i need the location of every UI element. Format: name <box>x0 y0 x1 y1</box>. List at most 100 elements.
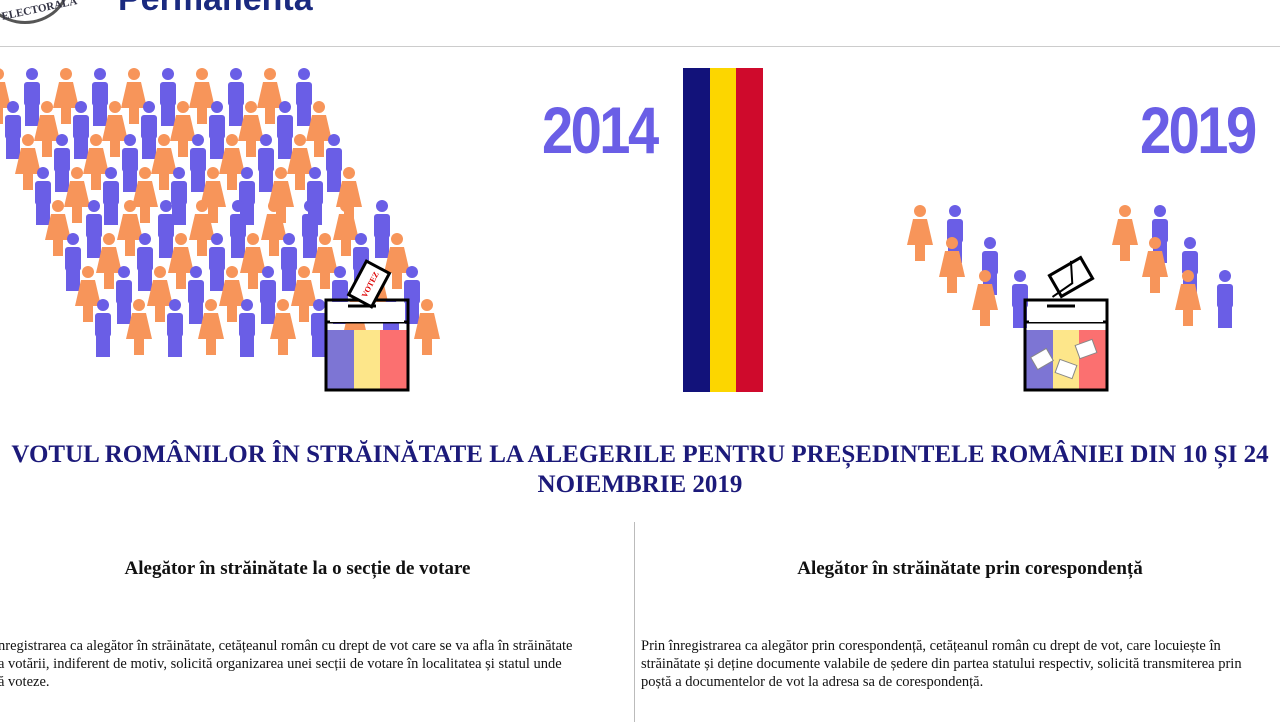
female-figure-icon <box>238 101 264 157</box>
female-figure-icon <box>972 270 998 326</box>
female-figure-icon <box>168 233 194 289</box>
male-figure-icon <box>137 233 153 291</box>
female-figure-icon <box>151 134 177 190</box>
male-figure-icon <box>209 101 225 159</box>
male-figure-icon <box>171 167 187 225</box>
male-figure-icon <box>5 101 21 159</box>
female-figure-icon <box>45 200 71 256</box>
male-figure-icon <box>160 68 176 126</box>
ballot-box-icon: VOTEZ <box>324 259 410 392</box>
male-figure-icon <box>158 200 174 258</box>
male-figure-icon <box>188 266 204 324</box>
text-line: a votării, indiferent de motiv, solicită… <box>0 656 562 672</box>
text-line: nregistrarea ca alegător în străinătate,… <box>0 638 573 654</box>
column-heading-mail-vote: Alegător în străinătate prin coresponden… <box>797 558 1143 579</box>
female-figure-icon <box>1112 205 1138 261</box>
female-figure-icon <box>117 200 143 256</box>
column-divider <box>634 522 635 722</box>
female-figure-icon <box>75 266 101 322</box>
male-figure-icon <box>277 101 293 159</box>
female-figure-icon <box>291 266 317 322</box>
female-figure-icon <box>219 134 245 190</box>
brand-name[interactable]: Permanentă <box>118 0 313 19</box>
year-2014: 2014 <box>542 93 659 167</box>
column-heading-polling-station: Alegător în străinătate la o secție de v… <box>124 558 471 579</box>
year-2019: 2019 <box>1140 93 1257 167</box>
female-figure-icon <box>53 68 79 124</box>
male-figure-icon <box>326 134 342 192</box>
female-figure-icon <box>170 101 196 157</box>
female-figure-icon <box>939 237 965 293</box>
female-figure-icon <box>121 68 147 124</box>
male-figure-icon <box>302 200 318 258</box>
male-figure-icon <box>65 233 81 291</box>
text-line: Prin înregistrarea ca alegător prin core… <box>641 638 1221 654</box>
seal-text: ELECTORALĂ <box>0 0 79 23</box>
female-figure-icon <box>126 299 152 355</box>
male-figure-icon <box>258 134 274 192</box>
male-figure-icon <box>122 134 138 192</box>
column-text-polling-station: nregistrarea ca alegător în străinătate,… <box>0 637 572 691</box>
logo-seal[interactable]: ELECTORALĂ <box>0 0 78 24</box>
female-figure-icon <box>1142 237 1168 293</box>
male-figure-icon <box>167 299 183 357</box>
male-figure-icon <box>116 266 132 324</box>
ballot-box-icon <box>1023 255 1109 392</box>
site-header: ELECTORALĂ Permanentă <box>0 0 1280 47</box>
male-figure-icon <box>190 134 206 192</box>
female-figure-icon <box>189 68 215 124</box>
male-figure-icon <box>141 101 157 159</box>
female-figure-icon <box>261 200 287 256</box>
female-figure-icon <box>147 266 173 322</box>
male-figure-icon <box>95 299 111 357</box>
female-figure-icon <box>268 167 294 223</box>
male-figure-icon <box>103 167 119 225</box>
male-figure-icon <box>35 167 51 225</box>
page-title: VOTUL ROMÂNILOR ÎN STRĂINĂTATE LA ALEGER… <box>11 441 1269 498</box>
male-figure-icon <box>404 266 420 324</box>
column-text-mail-vote: Prin înregistrarea ca alegător prin core… <box>641 637 1242 691</box>
text-line: poștă a documentelor de vot la adresa sa… <box>641 674 984 690</box>
female-figure-icon <box>287 134 313 190</box>
female-figure-icon <box>257 68 283 124</box>
banner-illustration: VOTEZ <box>0 68 1233 392</box>
female-figure-icon <box>34 101 60 157</box>
female-figure-icon <box>200 167 226 223</box>
male-figure-icon <box>92 68 108 126</box>
male-figure-icon <box>311 299 327 357</box>
text-line: străinătate și deține documente valabile… <box>641 656 1242 672</box>
female-figure-icon <box>312 233 338 289</box>
female-figure-icon <box>198 299 224 355</box>
female-figure-icon <box>306 101 332 157</box>
male-figure-icon <box>230 200 246 258</box>
male-figure-icon <box>73 101 89 159</box>
female-figure-icon <box>384 233 410 289</box>
female-figure-icon <box>414 299 440 355</box>
female-figure-icon <box>64 167 90 223</box>
female-figure-icon <box>189 200 215 256</box>
female-figure-icon <box>102 101 128 157</box>
male-figure-icon <box>296 68 312 126</box>
male-figure-icon <box>281 233 297 291</box>
romanian-flag <box>683 68 763 392</box>
male-figure-icon <box>54 134 70 192</box>
female-figure-icon <box>219 266 245 322</box>
female-figure-icon <box>0 68 11 124</box>
female-figure-icon <box>270 299 296 355</box>
female-figure-icon <box>132 167 158 223</box>
male-figure-icon <box>24 68 40 126</box>
male-figure-icon <box>239 299 255 357</box>
male-figure-icon <box>209 233 225 291</box>
female-figure-icon <box>240 233 266 289</box>
female-figure-icon <box>907 205 933 261</box>
male-figure-icon <box>86 200 102 258</box>
female-figure-icon <box>333 200 359 256</box>
female-figure-icon <box>1175 270 1201 326</box>
male-figure-icon <box>260 266 276 324</box>
male-figure-icon <box>374 200 390 258</box>
male-figure-icon <box>228 68 244 126</box>
female-figure-icon <box>83 134 109 190</box>
female-figure-icon <box>96 233 122 289</box>
text-line: ă voteze. <box>0 674 50 690</box>
male-figure-icon <box>1217 270 1233 328</box>
